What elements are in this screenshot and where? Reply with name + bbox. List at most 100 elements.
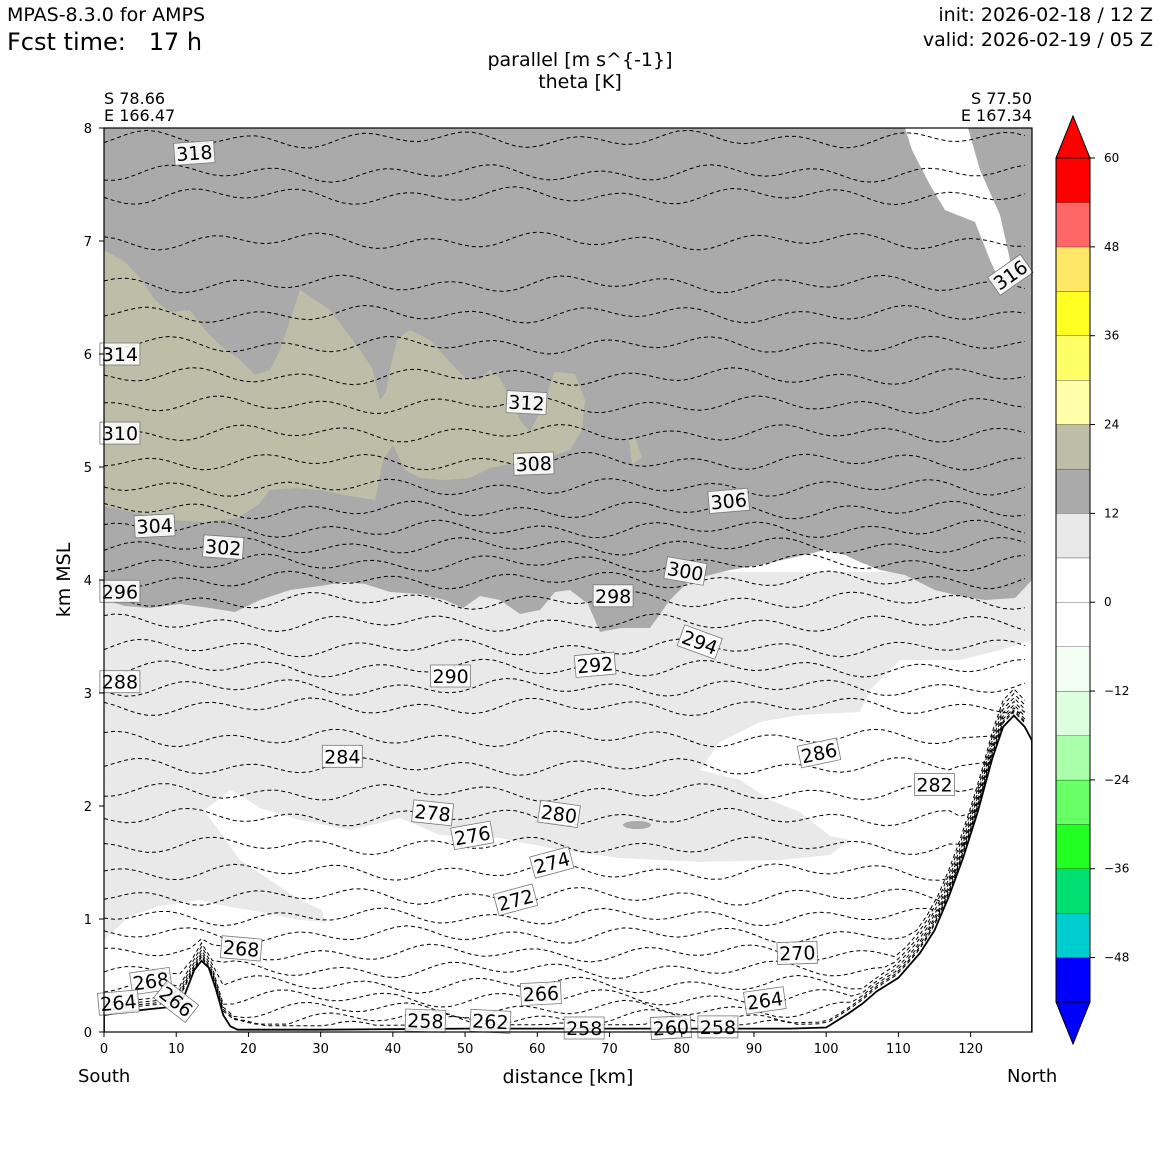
theta-label-box [519, 981, 562, 1007]
theta-label-text: 264 [745, 988, 784, 1015]
colorbar-segment [1056, 824, 1090, 869]
theta-contour-line [104, 658, 1025, 678]
theta-label-text: 304 [136, 515, 173, 539]
theta-label: 270 [776, 940, 819, 966]
theta-contour-line [104, 777, 1025, 802]
theta-label-box [592, 584, 634, 608]
theta-label: 312 [505, 390, 548, 416]
y-tick-label: 7 [84, 235, 92, 250]
y-tick-label: 2 [84, 800, 92, 815]
theta-label: 302 [202, 534, 245, 560]
theta-label-box [97, 989, 140, 1016]
y-tick-label: 8 [84, 122, 92, 137]
valid-time: valid: 2026-02-19 / 05 Z [922, 29, 1153, 51]
north-label: North [1007, 1066, 1058, 1087]
colorbar-tick-label: −24 [1104, 773, 1129, 787]
theta-label: 284 [321, 744, 363, 768]
theta-contour-line [104, 186, 1025, 206]
y-tick-label: 5 [84, 461, 92, 476]
x-tick-label: 40 [385, 1042, 402, 1057]
left-end-longitude: E 166.47 [104, 106, 176, 125]
theta-label-box [987, 253, 1034, 296]
theta-label-box [153, 979, 200, 1024]
theta-contour-line [104, 591, 1025, 610]
theta-label-text: 264 [99, 991, 137, 1016]
theta-contour-line [104, 500, 1025, 520]
colorbar-tick-label: 36 [1104, 329, 1119, 343]
wind-blob [623, 821, 651, 829]
x-tick-label: 120 [958, 1042, 983, 1057]
colorbar-segment [1056, 380, 1090, 425]
y-tick-label: 4 [84, 574, 92, 589]
theta-label-box [663, 556, 708, 586]
colorbar-frame [1055, 157, 1091, 1003]
x-tick-label: 0 [100, 1042, 108, 1057]
x-axis-label: distance [km] [503, 1066, 634, 1088]
theta-contour-line [104, 756, 1025, 776]
colorbar-segment [1056, 735, 1090, 780]
theta-label-box [173, 140, 216, 166]
colorbar-tick-label: 48 [1104, 240, 1119, 254]
theta-label: 314 [99, 342, 141, 366]
theta-label: 318 [173, 140, 216, 166]
theta-label-text: 258 [407, 1010, 444, 1033]
colorbar-tick-label: −36 [1104, 862, 1129, 876]
right-end-longitude: E 167.34 [960, 106, 1032, 125]
theta-label: 278 [411, 799, 455, 827]
chart-title-theta: theta [K] [538, 71, 622, 93]
theta-label: 300 [663, 556, 708, 586]
theta-label: 304 [133, 513, 176, 539]
theta-contour-line [104, 704, 1026, 1008]
theta-label-box [914, 773, 955, 796]
theta-label-box [512, 451, 555, 476]
south-label: South [78, 1066, 131, 1087]
colorbar-tick-label: −48 [1104, 951, 1129, 965]
theta-contour-line [104, 820, 1025, 856]
theta-contour-line [104, 861, 1026, 906]
theta-label-text: 288 [102, 672, 138, 694]
colorbar-segment [1056, 424, 1090, 469]
theta-label: 264 [743, 986, 787, 1015]
colorbar-tick-label: 12 [1104, 506, 1119, 520]
theta-contour-line [104, 700, 1026, 994]
colorbar-segment [1056, 913, 1090, 958]
theta-contour-line [104, 304, 1025, 324]
y-tick-label: 6 [84, 348, 92, 363]
colorbar-tick-label: 60 [1104, 151, 1119, 165]
theta-contour-line [104, 367, 1025, 386]
theta-label-box [563, 1016, 605, 1040]
theta-label-box [776, 940, 819, 966]
colorbar-segment [1056, 691, 1090, 736]
theta-label-text: 268 [222, 937, 260, 962]
theta-label-box [796, 737, 842, 769]
theta-label: 296 [99, 579, 141, 603]
x-tick-label: 110 [886, 1042, 911, 1057]
terrain-outline [104, 714, 1032, 1032]
theta-label: 272 [492, 883, 539, 917]
theta-contour-line [104, 570, 1025, 590]
theta-label-text: 278 [413, 801, 451, 827]
theta-contour-line [104, 613, 1025, 633]
theta-label-box [492, 883, 539, 917]
theta-contour-line [104, 335, 1025, 355]
x-tick-label: 30 [312, 1042, 329, 1057]
theta-contour-line [104, 164, 1025, 183]
theta-contour-line [104, 423, 1025, 443]
theta-label-text: 284 [324, 746, 360, 768]
colorbar-segment [1056, 246, 1090, 292]
y-tick-label: 1 [84, 913, 92, 928]
theta-label-text: 258 [700, 1017, 736, 1039]
colorbar-segment [1056, 158, 1090, 203]
theta-contour-line [104, 274, 1025, 294]
theta-label: 264 [97, 989, 140, 1016]
theta-label-text: 318 [176, 142, 214, 166]
init-time: init: 2026-02-18 / 12 Z [938, 4, 1153, 26]
theta-label-text: 290 [432, 666, 468, 688]
colorbar-over-arrow [1055, 114, 1091, 159]
theta-contour-line [104, 638, 1025, 658]
theta-contour-line [104, 536, 1025, 556]
y-axis-label: km MSL [53, 542, 75, 617]
colorbar-segment [1056, 557, 1090, 603]
theta-label: 268 [219, 935, 263, 962]
left-end-latitude: S 78.66 [104, 89, 166, 108]
